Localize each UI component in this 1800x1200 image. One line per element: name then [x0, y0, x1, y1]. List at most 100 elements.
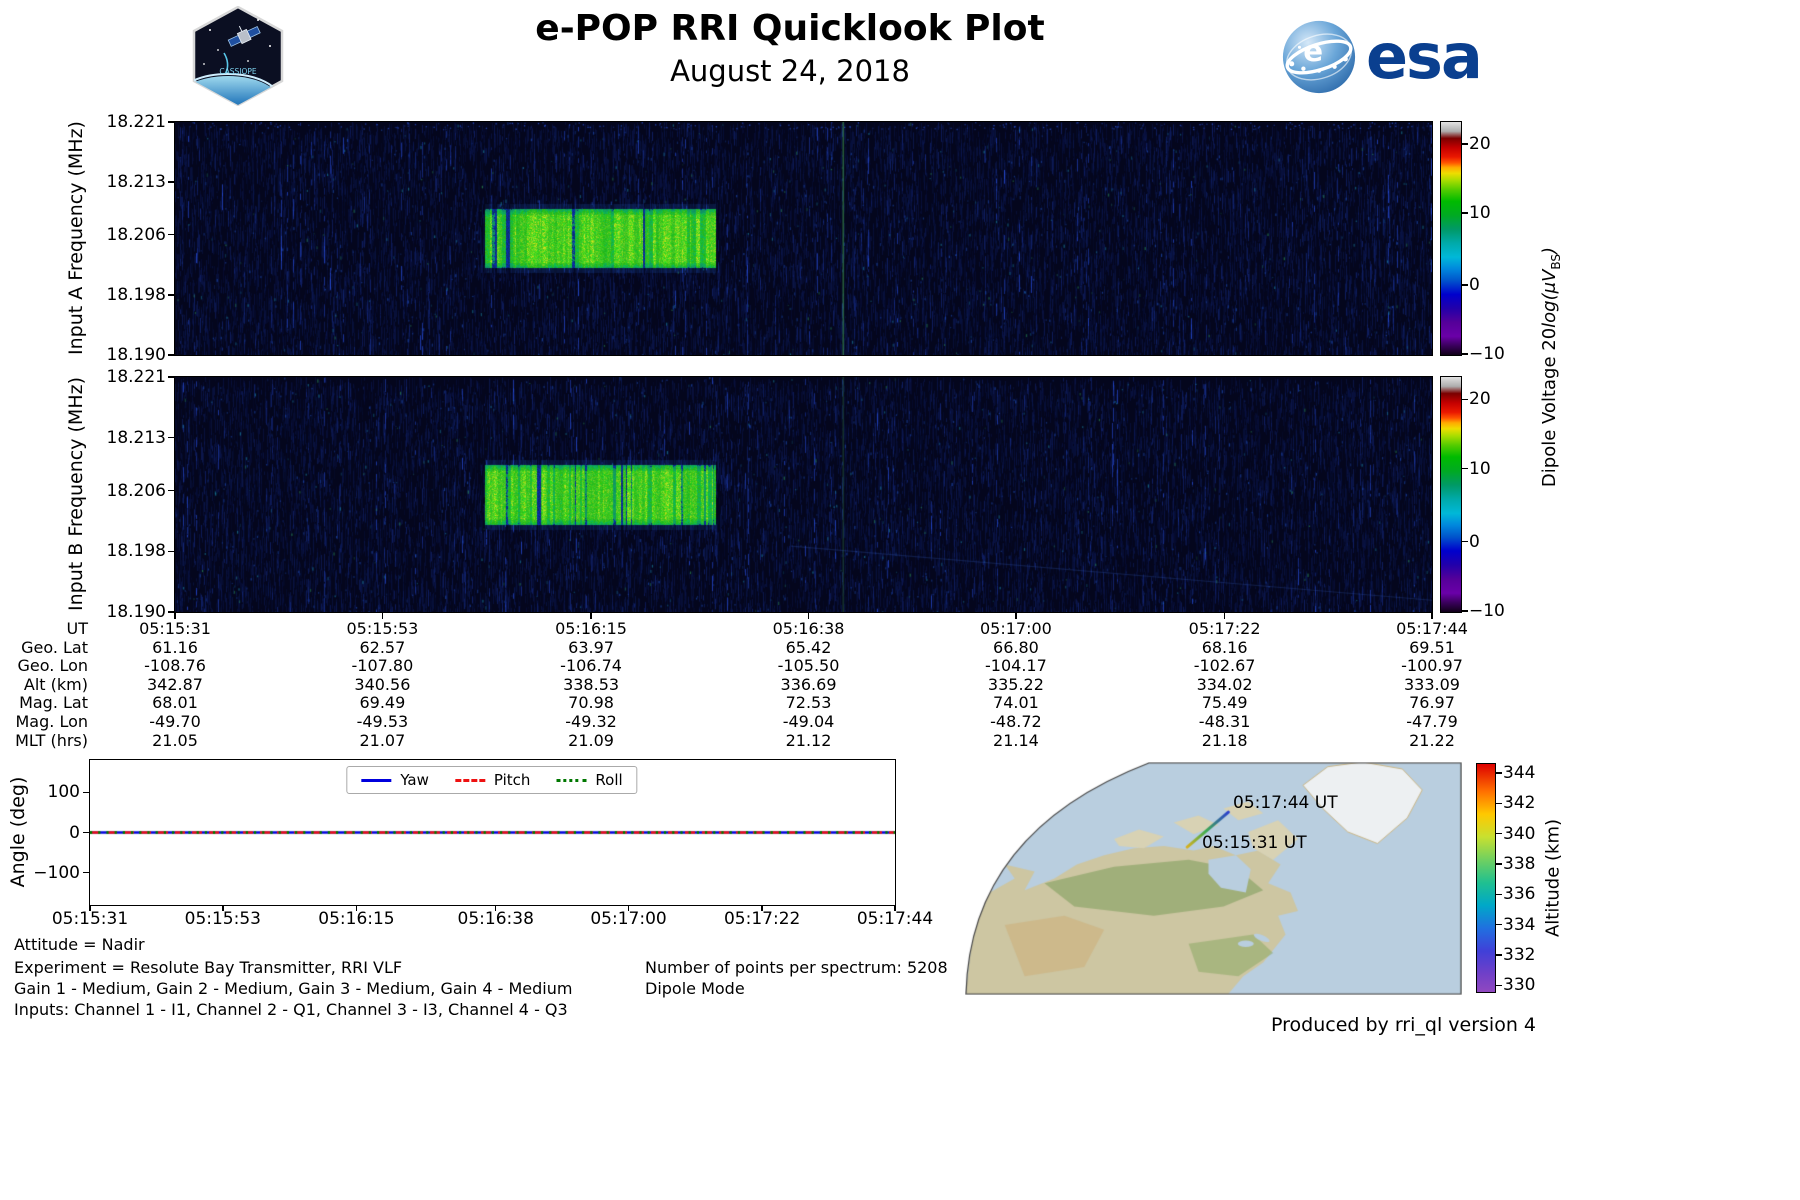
colorbar-tick-label: −10	[1469, 343, 1505, 364]
freq-axis-tick	[168, 121, 174, 123]
angle-ytick	[83, 791, 89, 794]
ephemeris-cell: 21.14	[993, 730, 1039, 750]
ephemeris-row-label: Geo. Lat	[21, 637, 88, 657]
ephemeris-cell: 70.98	[568, 693, 614, 713]
altitude-colorbar-label: Altitude (km)	[1542, 818, 1564, 938]
altitude-colorbar	[1476, 763, 1496, 993]
altitude-tick-label: 336	[1503, 884, 1536, 905]
angle-xtick-label: 05:15:31	[51, 909, 129, 929]
ephemeris-cell: 21.12	[785, 730, 832, 750]
angle-xtick	[494, 905, 497, 911]
map-start-time-label: 05:15:31 UT	[1202, 833, 1307, 853]
freq-axis-tick	[168, 233, 174, 236]
ephemeris-cell: 05:15:31	[139, 619, 211, 638]
ephemeris-cell: -107.80	[351, 656, 414, 676]
ephemeris-cell: -105.50	[777, 656, 840, 676]
ephemeris-row-label: Geo. Lon	[17, 656, 88, 676]
freq-tick-label: 18.206	[106, 480, 166, 501]
ephemeris-cell: -106.74	[560, 656, 622, 676]
altitude-tick	[1496, 802, 1502, 804]
time-axis-tick	[174, 613, 176, 619]
ephemeris-cell: 21.07	[359, 730, 406, 750]
freq-tick-label: 18.213	[106, 427, 166, 448]
ephemeris-cell: -48.72	[990, 712, 1042, 731]
freq-tick-label: 18.198	[106, 284, 166, 305]
cassiope-patch-art: CASSIOPE	[192, 5, 284, 107]
angle-xtick-label: 05:17:44	[856, 909, 934, 929]
input-a-ylabel: Input A Frequency (MHz)	[65, 121, 87, 355]
svg-text:e: e	[1303, 34, 1323, 68]
colorbar-tick	[1462, 398, 1468, 401]
freq-axis-tick	[168, 294, 174, 296]
cb-label-mid: (μV	[1539, 269, 1561, 301]
angle-ytick-label: 0	[69, 822, 80, 843]
altitude-tick	[1496, 923, 1502, 926]
colorbar-tick	[1462, 143, 1468, 145]
ephemeris-cell: -48.31	[1198, 712, 1251, 731]
colorbar-tick	[1462, 353, 1468, 355]
colorbar-tick-label: 10	[1469, 202, 1491, 223]
ephemeris-row-label: UT	[66, 619, 88, 638]
freq-axis-tick	[168, 611, 174, 613]
input-b-spectrogram-canvas	[174, 376, 1433, 613]
dipole-voltage-colorbar-label: Dipole Voltage 20log(μVBS)	[1539, 247, 1563, 487]
angle-xtick	[89, 905, 91, 911]
freq-axis-tick	[168, 489, 174, 492]
ground-track-map-canvas	[965, 762, 1462, 995]
input-b-ylabel: Input B Frequency (MHz)	[65, 377, 87, 611]
colorbar-tick	[1462, 540, 1468, 543]
ephemeris-cell: 342.87	[147, 674, 203, 694]
ephemeris-cell: -104.17	[985, 656, 1047, 676]
angle-xtick	[222, 905, 224, 911]
angle-xtick	[761, 905, 763, 911]
freq-axis-tick	[168, 354, 174, 356]
ephemeris-cell: 72.53	[785, 693, 832, 713]
cb-label-sub: BS	[1548, 253, 1563, 270]
altitude-tick-label: 330	[1503, 975, 1536, 996]
ephemeris-cell: 05:16:15	[555, 619, 627, 638]
freq-axis-tick	[168, 436, 174, 439]
angle-ytick-label: −100	[33, 862, 80, 883]
roll-line-sample	[556, 778, 587, 782]
colorbar-tick-label: 20	[1469, 134, 1491, 155]
angle-xtick-label: 05:16:15	[318, 909, 395, 929]
ephemeris-cell: 340.56	[354, 674, 411, 694]
ephemeris-cell: -47.79	[1406, 712, 1458, 731]
esa-globe-icon: e	[1282, 20, 1356, 94]
ephemeris-cell: 05:16:38	[772, 619, 845, 638]
ephemeris-cell: 05:17:00	[979, 619, 1052, 638]
ephemeris-cell: 69.49	[359, 693, 406, 713]
time-axis-tick	[590, 613, 592, 619]
colorbar-tick	[1462, 284, 1468, 286]
time-axis-tick	[1223, 613, 1226, 619]
legend-item-pitch: Pitch	[454, 771, 530, 789]
angle-ytick	[83, 871, 89, 874]
freq-tick-label: 18.206	[106, 224, 166, 245]
ephemeris-cell: 05:17:22	[1188, 619, 1261, 638]
altitude-tick-label: 338	[1503, 853, 1536, 874]
attitude-legend: Yaw Pitch Roll	[346, 766, 638, 794]
time-axis-tick	[381, 613, 384, 619]
page-title: e-POP RRI Quicklook Plot	[535, 8, 1045, 49]
ephemeris-cell: 21.22	[1409, 730, 1455, 750]
attitude-note: Attitude = Nadir	[14, 935, 145, 954]
freq-axis-tick	[168, 181, 174, 183]
ephemeris-cell: -49.70	[149, 712, 201, 731]
input-a-colorbar	[1440, 121, 1462, 356]
altitude-tick-label: 332	[1503, 945, 1536, 966]
esa-wordmark: esa	[1366, 20, 1483, 93]
colorbar-tick-label: 0	[1469, 275, 1480, 296]
time-axis-tick	[1431, 613, 1433, 619]
altitude-tick-label: 344	[1503, 762, 1536, 783]
ephemeris-cell: 69.51	[1409, 637, 1455, 657]
altitude-tick	[1496, 954, 1502, 956]
freq-tick-label: 18.221	[106, 367, 166, 387]
credit-line: Produced by rri_ql version 4	[1271, 1014, 1536, 1036]
map-end-time-label: 05:17:44 UT	[1233, 793, 1338, 813]
ephemeris-cell: 338.53	[563, 674, 620, 694]
cb-label-pre: Dipole Voltage 20	[1539, 327, 1561, 488]
time-axis-tick	[807, 613, 810, 619]
angle-xtick-label: 05:16:38	[457, 909, 534, 929]
yaw-legend-label: Yaw	[400, 771, 429, 789]
